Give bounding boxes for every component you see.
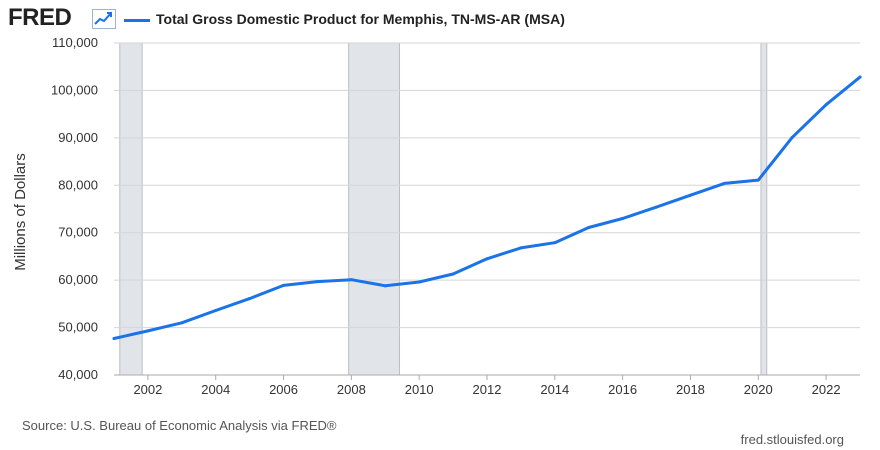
grid-layer (114, 42, 860, 376)
x-tick-label: 2010 (405, 382, 434, 397)
data-point (248, 297, 252, 301)
data-point (451, 272, 455, 276)
x-tick-label: 2022 (812, 382, 841, 397)
data-point (146, 329, 150, 333)
y-tick-label: 50,000 (58, 320, 98, 335)
data-point (417, 280, 421, 284)
data-point (756, 178, 760, 182)
y-axis-title: Millions of Dollars (12, 153, 29, 271)
data-point (655, 205, 659, 209)
x-tick-label: 2006 (269, 382, 298, 397)
x-tick-label: 2008 (337, 382, 366, 397)
source-note: Source: U.S. Bureau of Economic Analysis… (22, 418, 337, 433)
data-point (485, 257, 489, 261)
y-tick-label: 70,000 (58, 225, 98, 240)
legend-label: Total Gross Domestic Product for Memphis… (156, 11, 565, 27)
legend-swatch (124, 19, 150, 22)
data-point (553, 241, 557, 245)
data-point (180, 321, 184, 325)
axis-layer: 40,000 50,000 60,000 70,000 80,000 90,000 100,… (51, 35, 860, 397)
y-tick-label: 40,000 (58, 367, 98, 382)
y-tick-label: 60,000 (58, 272, 98, 287)
x-tick-label: 2020 (744, 382, 773, 397)
y-tick-label: 100,000 (51, 82, 98, 97)
x-tick-label: 2016 (608, 382, 637, 397)
fred-logo[interactable]: FRED (8, 4, 72, 31)
data-point (519, 246, 523, 250)
data-point (587, 225, 591, 229)
data-point (722, 181, 726, 185)
x-tick-label: 2018 (676, 382, 705, 397)
chart-header: FRED Total Gross Domestic Product for Me… (0, 0, 880, 40)
y-tick-label: 90,000 (58, 130, 98, 145)
data-point (214, 308, 218, 312)
x-tick-label: 2002 (133, 382, 162, 397)
data-point (688, 193, 692, 197)
chart-line-icon (92, 9, 116, 29)
recession-band (760, 42, 768, 376)
recession-band (348, 42, 401, 376)
series-layer (112, 75, 862, 340)
recession-shading-layer (119, 42, 768, 376)
x-tick-label: 2014 (540, 382, 569, 397)
x-tick-label: 2004 (201, 382, 230, 397)
data-point (621, 216, 625, 220)
data-point (383, 284, 387, 288)
y-tick-label: 80,000 (58, 177, 98, 192)
data-point (112, 336, 116, 340)
y-tick-label: 110,000 (52, 35, 98, 50)
data-point (315, 280, 319, 284)
x-tick-label: 2012 (473, 382, 502, 397)
data-point (349, 278, 353, 282)
data-point (282, 283, 286, 287)
series-line (112, 75, 862, 340)
data-point (790, 135, 794, 139)
data-point (858, 75, 862, 79)
fred-url[interactable]: fred.stlouisfed.org (740, 432, 844, 447)
data-point (824, 103, 828, 107)
recession-band (119, 42, 143, 376)
